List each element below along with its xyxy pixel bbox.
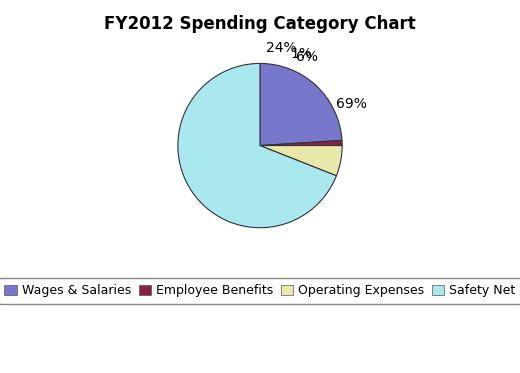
Wedge shape: [178, 63, 336, 228]
Title: FY2012 Spending Category Chart: FY2012 Spending Category Chart: [104, 15, 416, 33]
Text: 1%: 1%: [291, 47, 313, 62]
Text: 69%: 69%: [336, 97, 367, 111]
Wedge shape: [260, 63, 342, 145]
Legend: Wages & Salaries, Employee Benefits, Operating Expenses, Safety Net: Wages & Salaries, Employee Benefits, Ope…: [0, 278, 520, 304]
Wedge shape: [260, 145, 342, 176]
Text: 6%: 6%: [296, 50, 318, 64]
Wedge shape: [260, 140, 342, 145]
Text: 24%: 24%: [266, 41, 296, 54]
